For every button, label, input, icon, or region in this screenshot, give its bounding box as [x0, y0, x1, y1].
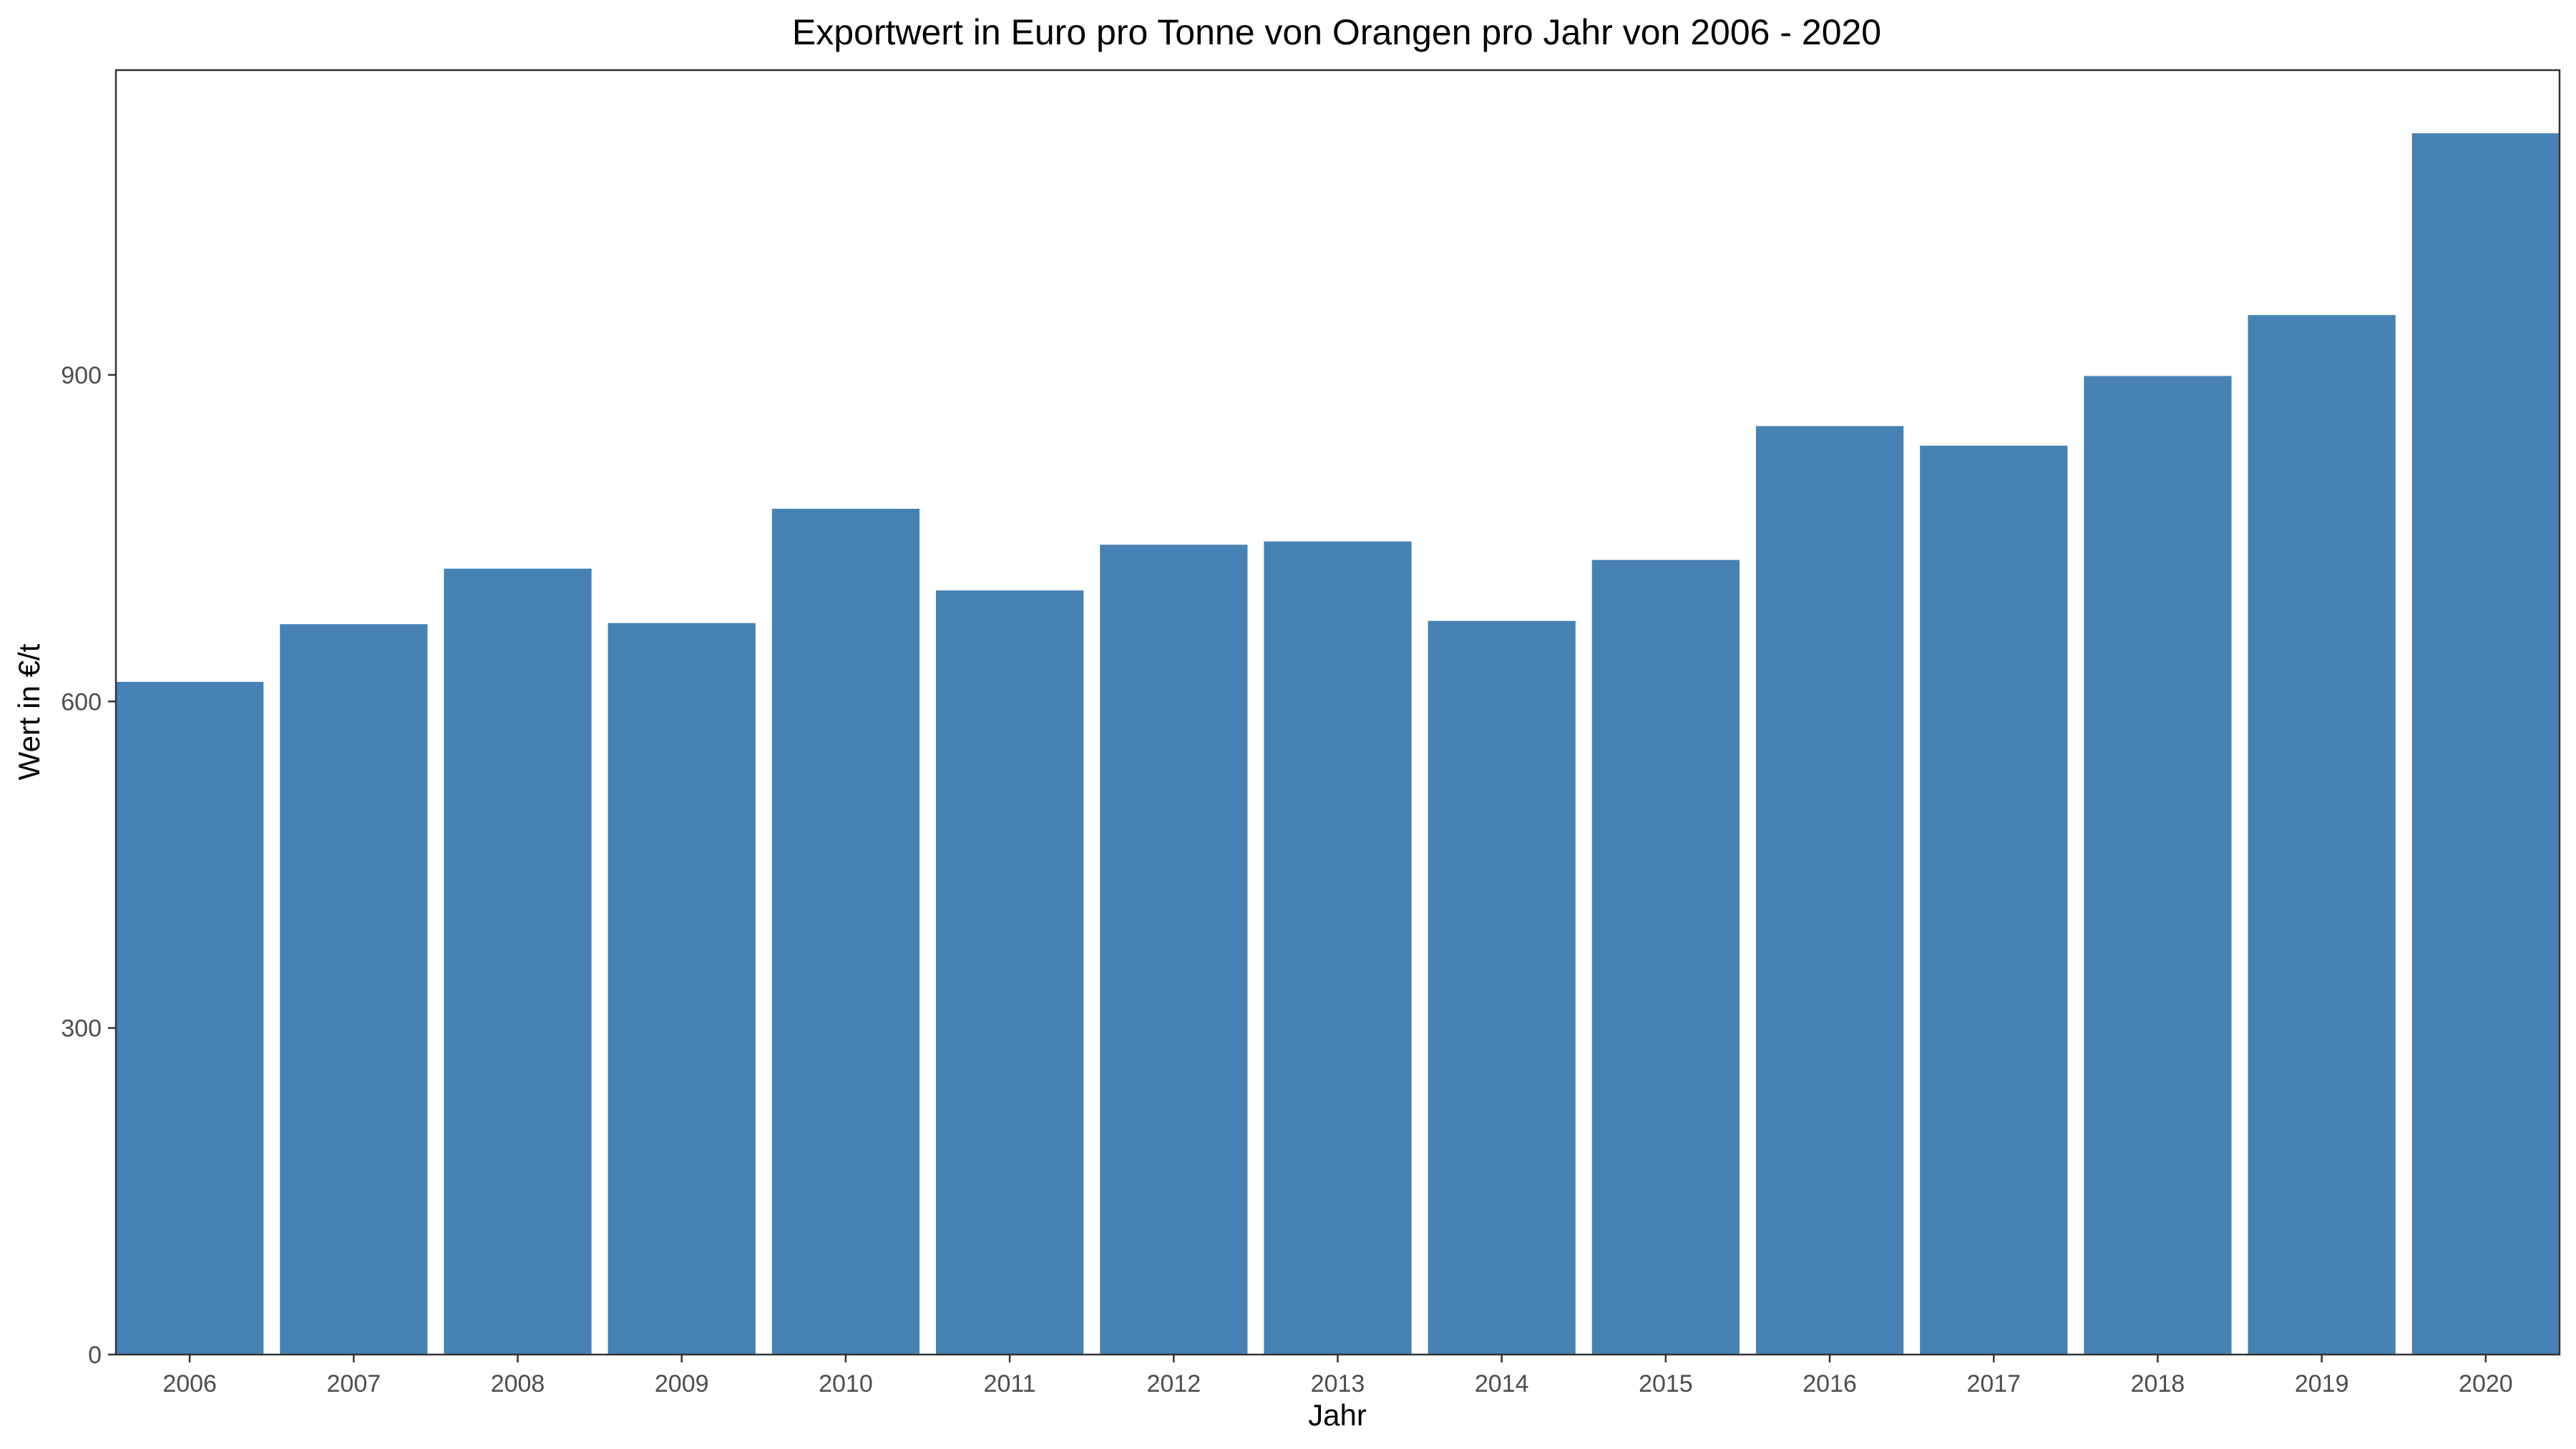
x-axis-title: Jahr: [1308, 1398, 1367, 1432]
x-tick-label: 2018: [2131, 1370, 2185, 1397]
x-tick-label: 2009: [655, 1370, 709, 1397]
x-tick-label: 2020: [2459, 1370, 2513, 1397]
chart-title: Exportwert in Euro pro Tonne von Orangen…: [792, 12, 1881, 52]
x-tick-label: 2019: [2295, 1370, 2349, 1397]
bar-2006: [116, 681, 264, 1355]
bar-2010: [771, 509, 920, 1355]
bar-2008: [444, 568, 592, 1355]
bar-2014: [1428, 620, 1576, 1355]
x-tick-label: 2011: [984, 1370, 1036, 1397]
y-tick-label: 300: [61, 1015, 102, 1043]
x-tick-label: 2007: [327, 1370, 381, 1397]
x-tick-label: 2006: [162, 1370, 217, 1397]
y-axis: 0 300 600 900: [61, 362, 116, 1369]
bar-2011: [935, 590, 1084, 1355]
y-tick-label: 900: [61, 362, 102, 389]
bar-2015: [1591, 560, 1740, 1355]
x-tick-label: 2008: [491, 1370, 545, 1397]
bar-2013: [1264, 541, 1412, 1355]
bar-2017: [1920, 445, 2068, 1355]
y-tick-label: 0: [88, 1342, 102, 1369]
bar-2016: [1755, 426, 1904, 1355]
bar-2007: [280, 624, 428, 1355]
plot-panel-border: [114, 69, 2561, 1356]
bar-2019: [2248, 315, 2396, 1355]
bar-2020: [2411, 133, 2560, 1355]
x-tick-label: 2010: [819, 1370, 873, 1397]
bar-2012: [1100, 545, 1248, 1355]
x-tick-label: 2016: [1802, 1370, 1857, 1397]
x-tick-label: 2015: [1639, 1370, 1693, 1397]
bar-2009: [608, 623, 756, 1355]
y-axis-title: Wert in €/t: [12, 643, 46, 780]
x-tick-label: 2014: [1475, 1370, 1529, 1397]
bars-group: [116, 133, 2560, 1355]
x-axis: 2006 2007 2008 2009 2010 2011 2012 2013 2014 2015…: [162, 1355, 2513, 1397]
bar-2018: [2084, 376, 2232, 1355]
x-tick-label: 2013: [1311, 1370, 1365, 1397]
x-tick-label: 2017: [1966, 1370, 2021, 1397]
x-tick-label: 2012: [1146, 1370, 1201, 1397]
y-tick-label: 600: [61, 688, 102, 716]
